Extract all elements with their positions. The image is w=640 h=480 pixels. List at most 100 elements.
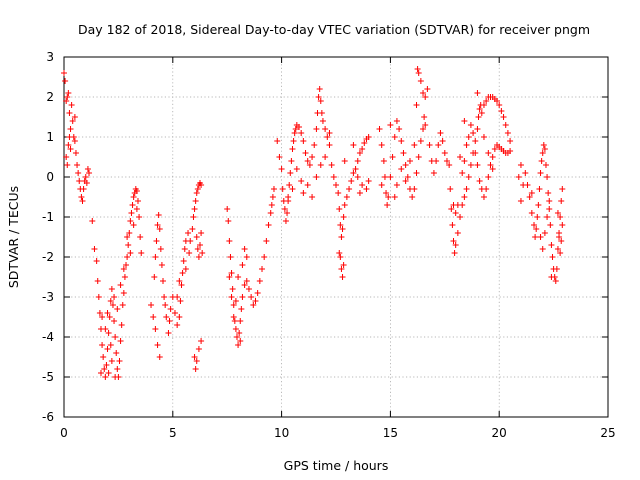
data-point bbox=[421, 114, 428, 120]
data-point bbox=[502, 122, 509, 128]
data-point bbox=[546, 198, 553, 204]
data-point bbox=[117, 338, 124, 344]
data-point bbox=[430, 170, 437, 176]
y-tick-label: 2 bbox=[46, 90, 54, 104]
data-point bbox=[402, 178, 409, 184]
axes: 0 5 10 15 20 25 -6 -5 -4 -3 -2 -1 0 1 2 3 bbox=[42, 50, 616, 440]
data-point bbox=[316, 86, 323, 92]
data-point bbox=[554, 210, 561, 216]
data-point bbox=[300, 190, 307, 196]
data-point bbox=[556, 234, 563, 240]
data-point bbox=[117, 282, 124, 288]
data-point bbox=[82, 174, 89, 180]
data-point bbox=[76, 178, 83, 184]
data-point bbox=[182, 266, 189, 272]
data-point bbox=[313, 174, 320, 180]
data-point bbox=[309, 154, 316, 160]
data-point bbox=[176, 314, 183, 320]
data-point bbox=[193, 190, 200, 196]
data-point bbox=[190, 214, 197, 220]
data-point bbox=[330, 174, 337, 180]
data-point bbox=[104, 310, 111, 316]
y-tick-label: -1 bbox=[42, 210, 54, 224]
data-point bbox=[165, 330, 172, 336]
data-point bbox=[108, 286, 115, 292]
data-point bbox=[65, 142, 72, 148]
data-point bbox=[443, 158, 450, 164]
data-point bbox=[384, 202, 391, 208]
data-point bbox=[470, 130, 477, 136]
data-point bbox=[545, 190, 552, 196]
data-point bbox=[474, 126, 481, 132]
data-point bbox=[554, 246, 561, 252]
y-tick-label: 0 bbox=[46, 170, 54, 184]
data-point bbox=[229, 286, 236, 292]
data-point bbox=[119, 302, 126, 308]
data-point bbox=[89, 218, 96, 224]
data-point bbox=[282, 218, 289, 224]
data-point bbox=[340, 262, 347, 268]
data-point bbox=[138, 250, 145, 256]
data-point bbox=[337, 254, 344, 260]
data-point bbox=[105, 370, 112, 376]
data-point bbox=[385, 194, 392, 200]
data-point bbox=[463, 142, 470, 148]
data-point bbox=[186, 250, 193, 256]
data-point bbox=[267, 210, 274, 216]
data-point bbox=[284, 210, 291, 216]
data-point bbox=[339, 274, 346, 280]
y-tick-label: -4 bbox=[42, 330, 54, 344]
data-point bbox=[195, 254, 202, 260]
data-point bbox=[558, 238, 565, 244]
data-point bbox=[439, 138, 446, 144]
data-point bbox=[248, 294, 255, 300]
x-tick-label: 15 bbox=[383, 426, 398, 440]
data-point bbox=[450, 238, 457, 244]
data-point bbox=[535, 202, 542, 208]
data-point bbox=[292, 126, 299, 132]
data-point bbox=[387, 174, 394, 180]
data-point bbox=[128, 210, 135, 216]
data-point bbox=[67, 146, 74, 152]
data-point bbox=[383, 190, 390, 196]
data-point bbox=[536, 186, 543, 192]
data-point bbox=[241, 246, 248, 252]
data-point bbox=[232, 326, 239, 332]
data-point bbox=[287, 170, 294, 176]
data-point bbox=[189, 226, 196, 232]
data-point bbox=[193, 358, 200, 364]
data-point bbox=[269, 194, 276, 200]
data-point bbox=[194, 246, 201, 252]
data-point bbox=[461, 118, 468, 124]
data-point bbox=[396, 126, 403, 132]
data-point bbox=[338, 266, 345, 272]
data-point bbox=[163, 314, 170, 320]
data-point bbox=[528, 210, 535, 216]
data-point bbox=[289, 146, 296, 152]
data-point bbox=[311, 142, 318, 148]
data-point bbox=[74, 162, 81, 168]
data-point bbox=[426, 142, 433, 148]
data-point bbox=[66, 110, 73, 116]
data-point bbox=[548, 242, 555, 248]
y-tick-label: -5 bbox=[42, 370, 54, 384]
data-point bbox=[435, 142, 442, 148]
data-point bbox=[127, 250, 134, 256]
data-point bbox=[452, 210, 459, 216]
data-point bbox=[398, 138, 405, 144]
data-point bbox=[315, 94, 322, 100]
data-point bbox=[129, 202, 136, 208]
data-point bbox=[391, 194, 398, 200]
data-point bbox=[91, 246, 98, 252]
y-tick-label: 3 bbox=[46, 50, 54, 64]
data-point bbox=[279, 186, 286, 192]
data-point bbox=[348, 178, 355, 184]
data-point bbox=[480, 102, 487, 108]
data-point bbox=[71, 114, 78, 120]
data-point bbox=[265, 222, 272, 228]
data-point bbox=[398, 166, 405, 172]
data-point bbox=[474, 162, 481, 168]
data-point bbox=[350, 170, 357, 176]
data-point bbox=[378, 142, 385, 148]
